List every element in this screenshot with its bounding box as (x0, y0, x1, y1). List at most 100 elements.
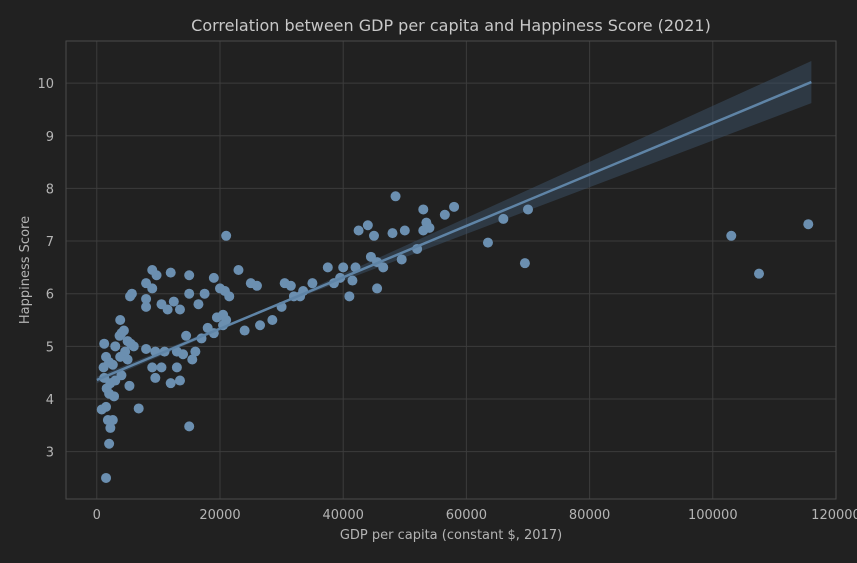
scatter-point (101, 472, 112, 483)
scatter-point (107, 359, 118, 370)
scatter-point (218, 309, 229, 320)
scatter-point (251, 280, 262, 291)
y-tick-label: 10 (37, 77, 54, 92)
scatter-point (168, 296, 179, 307)
scatter-point (439, 209, 450, 220)
scatter-point (418, 204, 429, 215)
scatter-point (519, 258, 530, 269)
scatter-point (224, 291, 235, 302)
scatter-point (523, 204, 533, 215)
x-tick-label: 120000 (811, 508, 857, 523)
scatter-point (378, 262, 389, 273)
scatter-point (184, 288, 195, 299)
scatter-point (116, 370, 127, 381)
scatter-point (165, 267, 176, 278)
scatter-point (267, 315, 278, 326)
scatter-point (150, 372, 161, 383)
scatter-point (151, 270, 162, 281)
scatter-point (322, 262, 333, 273)
y-tick-label: 8 (46, 182, 54, 197)
scatter-point (147, 283, 158, 294)
scatter-point (255, 320, 266, 331)
y-tick-label: 4 (46, 393, 54, 408)
scatter-point (133, 403, 144, 414)
scatter-point (181, 330, 192, 341)
scatter-point (115, 315, 126, 326)
scatter-point (338, 262, 349, 273)
scatter-point (498, 213, 509, 224)
x-tick-label: 0 (93, 508, 101, 523)
scatter-point (124, 380, 135, 391)
y-tick-label: 9 (46, 130, 54, 145)
x-axis-label: GDP per capita (constant $, 2017) (340, 528, 562, 543)
x-tick-label: 20000 (199, 508, 240, 523)
scatter-point (362, 220, 373, 231)
scatter-point (156, 362, 167, 373)
scatter-point (396, 254, 407, 265)
scatter-point (184, 421, 195, 432)
scatter-point (165, 378, 176, 389)
scatter-point (482, 237, 493, 248)
scatter-point (424, 222, 435, 233)
scatter-point (147, 362, 158, 373)
regression-line-layer (96, 80, 812, 382)
scatter-point (803, 219, 814, 230)
scatter-point (449, 201, 460, 212)
scatter-point (726, 230, 737, 241)
y-tick-label: 3 (46, 446, 54, 461)
scatter-point (141, 293, 152, 304)
scatter-point (162, 304, 173, 315)
scatter-point (104, 438, 115, 449)
scatter-point (101, 351, 112, 362)
scatter-point (307, 278, 318, 289)
scatter-point (199, 288, 210, 299)
scatter-point (390, 191, 401, 202)
scatter-point (126, 288, 137, 299)
scatter-point (372, 283, 383, 294)
x-tick-label: 40000 (323, 508, 364, 523)
scatter-point (187, 354, 198, 365)
scatter-point (174, 304, 185, 315)
scatter-point (99, 338, 110, 349)
scatter-point (208, 272, 219, 283)
scatter-point (102, 415, 113, 426)
scatter-point (120, 346, 131, 357)
scatter-point (193, 299, 204, 310)
plot-frame (65, 40, 837, 500)
regression-line (96, 80, 812, 382)
scatter-point (344, 291, 355, 302)
scatter-point (171, 362, 182, 373)
y-tick-label: 5 (46, 340, 54, 355)
scatter-point (105, 422, 116, 433)
scatter-point (399, 225, 410, 236)
scatter-point (101, 401, 112, 412)
scatter-point (347, 275, 358, 286)
scatter-point (184, 270, 195, 281)
x-tick-label: 100000 (688, 508, 738, 523)
scatter-point (754, 268, 764, 279)
scatter-point (190, 346, 201, 357)
scatter-point (109, 391, 120, 402)
scatter-point (174, 375, 185, 386)
scatter-point (118, 325, 129, 336)
scatter-point (239, 325, 250, 336)
scatter-point (285, 280, 296, 291)
scatter-point (141, 301, 152, 312)
y-tick-label: 6 (46, 288, 54, 303)
scatter-point (353, 225, 364, 236)
tick-labels: 0 20000 40000 60000 80000 100000 120000 3 4 5 6 7 8 9… (37, 77, 857, 523)
x-tick-label: 60000 (446, 508, 487, 523)
scatter-point (233, 265, 244, 275)
chart-title: Correlation between GDP per capita and H… (191, 16, 711, 35)
x-tick-label: 80000 (569, 508, 610, 523)
scatter-point (178, 349, 189, 360)
scatter-point (141, 343, 152, 354)
scatter-point (110, 341, 121, 352)
y-axis-label: Happiness Score (18, 216, 33, 324)
scatter-point (221, 230, 232, 241)
scatter-point (122, 354, 133, 365)
scatter-point (387, 228, 398, 239)
scatter-point (369, 230, 379, 241)
scatter-point (128, 341, 139, 352)
